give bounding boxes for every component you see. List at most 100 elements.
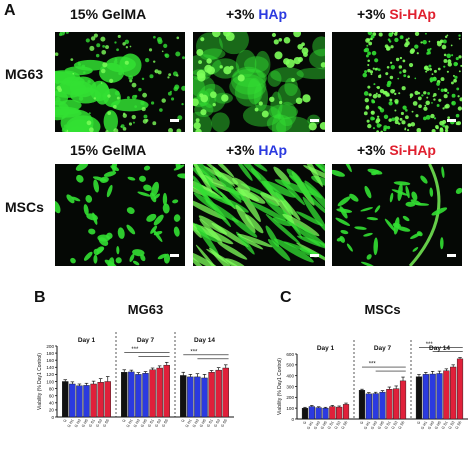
x-tick-label: G S3 [213,419,221,428]
x-tick-label: G H3 [427,421,435,431]
y-tick-label: 400 [286,373,294,378]
column-header-gelma-2-text: 15% GelMA [70,142,147,158]
bar [208,372,215,418]
x-tick-label: G S3 [391,421,399,430]
cell-texture [55,32,185,132]
bar [83,385,90,418]
scale-bar [310,254,319,257]
y-tick-label: 100 [46,379,54,384]
bar [104,381,111,418]
bar [450,366,457,420]
significance-label: *** [426,342,434,348]
micrograph-mg63-gelma [55,32,185,132]
group-label: Day 14 [429,345,450,352]
bar [180,375,187,418]
bar [97,382,104,418]
group-label: Day 14 [194,337,215,344]
y-tick-label: 200 [46,344,54,349]
y-tick-label: 120 [46,372,54,377]
bar [69,383,76,418]
x-tick-label: G S3 [448,421,456,430]
y-tick-label: 500 [286,363,294,368]
micrograph-mscs-hap [193,164,325,266]
x-tick-label: G S5 [455,421,463,430]
chart-title: MG63 [128,302,163,317]
x-tick-label: G H1 [67,419,75,429]
column-header-hap-prefix: +3% [226,6,259,22]
bar [128,371,135,418]
cell-texture [193,32,325,132]
y-tick-label: 40 [49,401,55,406]
scale-bar [447,254,456,257]
significance-label: *** [190,349,198,355]
cell-texture [332,164,462,266]
x-tick-label: G H5 [140,419,148,429]
bar [429,373,436,420]
significance-label: *** [369,362,377,368]
bar [415,376,423,420]
y-tick-label: 60 [49,394,55,399]
column-header-sihap: +3% Si-HAp [357,6,436,22]
x-tick-label: G [359,420,364,425]
x-tick-label: G H3 [133,419,141,429]
cell-texture [193,164,325,266]
bar [358,390,366,420]
scale-bar [170,119,179,122]
y-tick-label: 600 [286,352,294,357]
bar [399,380,407,420]
y-tick-label: 80 [49,386,55,391]
cell-texture [55,164,185,266]
column-header-sihap-highlight: Si-HAp [389,6,436,22]
bar [372,393,379,420]
x-tick-label: G H5 [320,421,328,431]
x-tick-label: G H1 [185,419,193,429]
group-label: Day 1 [317,345,335,352]
x-tick-label: G H5 [199,419,207,429]
x-tick-label: G [302,420,307,425]
x-tick-label: G S1 [441,421,449,430]
bar [443,370,450,420]
bar [342,404,350,420]
x-tick-label: G S1 [384,421,392,430]
x-tick-label: G S1 [147,419,155,428]
group-label: Day 1 [78,337,96,344]
x-tick-label: G S5 [220,419,228,428]
y-tick-label: 140 [46,365,54,370]
cell-texture [362,32,462,132]
column-header-gelma: 15% GelMA [70,6,146,22]
bar [121,372,128,418]
x-tick-label: G H3 [313,421,321,431]
bar [308,406,315,420]
y-tick-label: 20 [49,408,55,413]
bar [386,389,393,420]
bar [379,391,386,420]
row-label-mg63: MG63 [5,66,44,82]
micrograph-mscs-gelma [55,164,185,266]
chart-mg63: B MG63 0 20 40 60 80 100 120 140 160 180 200Viabilit… [34,289,234,429]
bar [393,388,400,420]
micrograph-mg63-sihap [332,32,462,132]
x-tick-label: G [63,418,68,423]
micrograph-mg63-hap [193,32,325,132]
group-label: Day 7 [137,337,155,344]
column-header-hap-2-prefix: +3% [226,142,259,158]
chart-title: MSCs [364,302,400,317]
bar [163,364,170,418]
y-tick-label: 200 [286,395,294,400]
bar [215,369,222,418]
column-header-hap-highlight: HAp [258,6,288,22]
x-tick-label: G S5 [398,421,406,430]
y-axis-label: Viability (% Day1 Control) [277,358,283,415]
bar [322,407,329,420]
panel-letter-a: A [4,2,16,19]
column-header-sihap-2-highlight: Si-HAp [389,142,436,158]
x-tick-label: G H5 [434,421,442,431]
x-tick-label: G H3 [192,419,200,429]
x-tick-label: G [122,418,127,423]
x-tick-label: G H1 [126,419,134,429]
scale-bar [170,254,179,257]
column-header-sihap-prefix: +3% [357,6,390,22]
x-tick-label: G H5 [81,419,89,429]
significance-label: *** [131,347,139,353]
bar [456,358,464,420]
